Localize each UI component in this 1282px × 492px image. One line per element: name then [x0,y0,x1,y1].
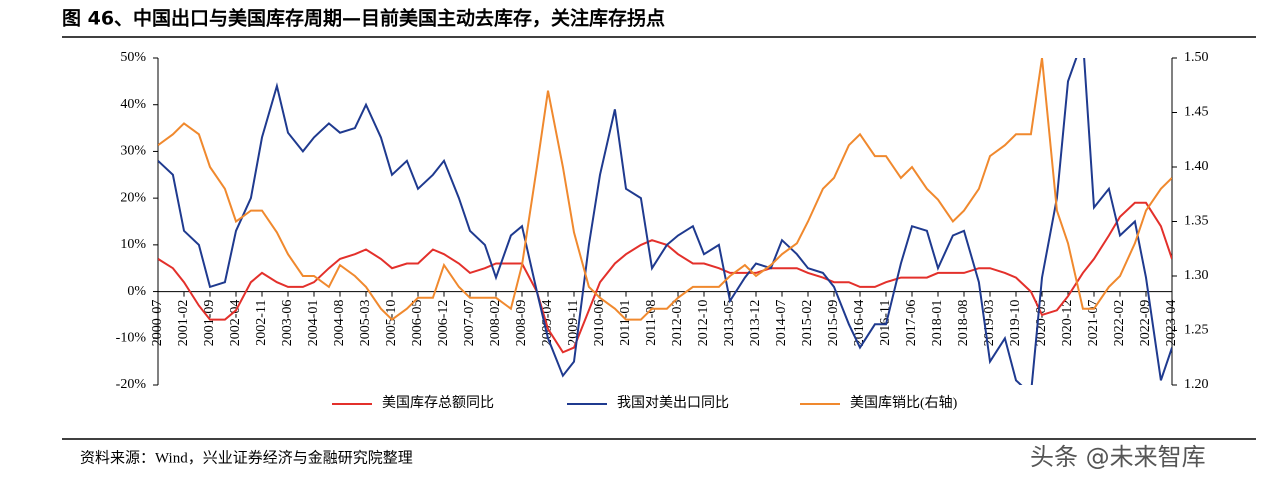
y2-tick-label: 1.50 [1184,50,1209,65]
x-tick-label: 2001-09 [202,300,217,347]
x-tick-label: 2017-06 [904,300,919,347]
y-tick-label: 0% [127,284,146,299]
x-tick-label: 2011-01 [618,300,633,346]
y-tick-label: 30% [120,144,146,159]
x-tick-label: 2002-04 [228,300,243,347]
x-tick-label: 2004-08 [332,300,347,347]
x-tick-label: 2011-08 [644,300,659,346]
x-tick-label: 2007-07 [462,300,477,347]
y2-tick-label: 1.45 [1184,105,1209,120]
y-tick-label: 50% [120,50,146,65]
x-tick-label: 2013-12 [748,300,763,347]
legend-label: 我国对美出口同比 [617,395,729,411]
y2-tick-label: 1.20 [1184,377,1209,392]
y2-tick-label: 1.40 [1184,159,1209,174]
x-tick-label: 2013-05 [722,300,737,347]
y-tick-label: 20% [120,190,146,205]
series-line [158,58,1172,385]
y-tick-label: -20% [116,377,147,392]
series-line [158,58,1172,321]
x-tick-label: 2003-06 [280,300,295,347]
legend-label: 美国库销比(右轴) [850,395,958,411]
legend-label: 美国库存总额同比 [382,395,494,411]
x-tick-label: 2015-09 [826,300,841,347]
x-tick-label: 2015-02 [800,300,815,347]
x-tick-label: 2008-02 [488,300,503,347]
x-tick-label: 2016-04 [852,300,867,347]
y-tick-label: -10% [116,331,147,346]
y-tick-label: 10% [120,237,146,252]
x-tick-label: 2000-07 [150,300,165,347]
x-tick-label: 2018-08 [956,300,971,347]
x-tick-label: 2022-02 [1112,300,1127,347]
x-tick-label: 2023-04 [1164,300,1179,347]
x-tick-label: 2005-03 [358,300,373,347]
x-tick-label: 2008-09 [514,300,529,347]
y2-tick-label: 1.35 [1184,214,1209,229]
x-tick-label: 2018-01 [930,300,945,347]
y-tick-label: 40% [120,97,146,112]
y2-tick-label: 1.25 [1184,323,1209,338]
source: 资料来源：Wind，兴业证券经济与金融研究院整理 [80,448,413,466]
x-tick-label: 2002-11 [254,300,269,346]
y2-tick-label: 1.30 [1184,268,1209,283]
x-tick-label: 2012-03 [670,300,685,347]
x-tick-label: 2020-12 [1060,300,1075,347]
x-tick-label: 2006-12 [436,300,451,347]
x-tick-label: 2004-01 [306,300,321,347]
x-tick-label: 2012-10 [696,300,711,347]
watermark: 头条 @未来智库 [1030,443,1206,471]
x-tick-label: 2022-09 [1138,300,1153,347]
x-tick-label: 2005-10 [384,300,399,347]
chart-title: 图 46、中国出口与美国库存周期—目前美国主动去库存，关注库存拐点 [62,7,665,30]
x-tick-label: 2001-02 [176,300,191,347]
x-tick-label: 2014-07 [774,300,789,347]
x-tick-label: 2006-05 [410,300,425,347]
x-tick-label: 2019-10 [1008,300,1023,347]
x-tick-label: 2010-06 [592,300,607,347]
x-tick-label: 2021-07 [1086,300,1101,347]
